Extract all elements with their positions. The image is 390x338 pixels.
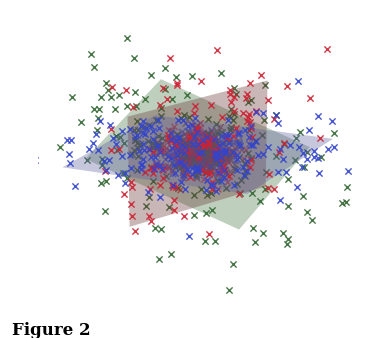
Text: Figure 2: Figure 2 <box>12 322 90 338</box>
